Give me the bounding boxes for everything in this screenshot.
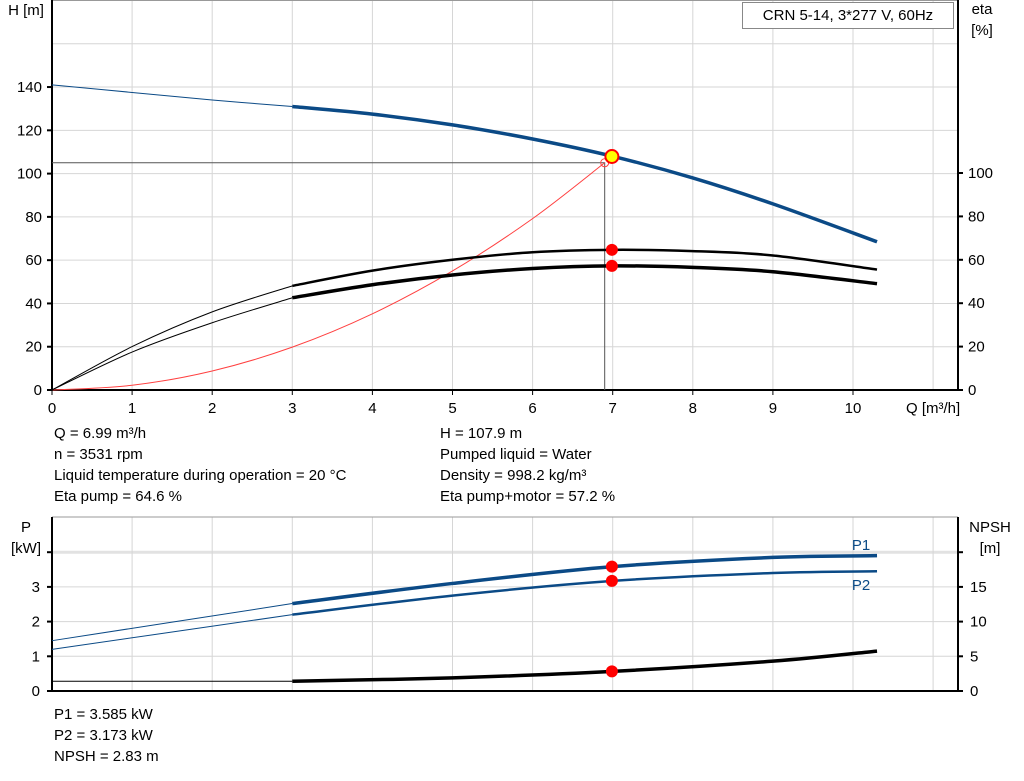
y-tick-label: 0 [34, 382, 42, 399]
p1-series-label: P1 [852, 537, 870, 554]
x-tick-label: 7 [609, 400, 617, 417]
y-tick-label: 120 [17, 122, 42, 139]
p-tick-label: 3 [32, 579, 40, 596]
npsh-tick-label: 10 [970, 614, 987, 631]
y2-tick-label: 80 [968, 208, 985, 225]
npsh-axis-unit: [m] [980, 540, 1001, 557]
system-curve-line [51, 162, 605, 391]
y2-axis-unit: [%] [971, 22, 993, 39]
top-grid: 0 20 40 60 80 100 120 140 0 20 40 60 80 100 0 1 2 3 4 5 6 7 8 9… [17, 0, 993, 417]
y2-axis-label: eta [972, 1, 994, 18]
npsh-tick-label: 5 [970, 648, 978, 665]
x-tick-label: 9 [769, 400, 777, 417]
p-tick-label: 1 [32, 648, 40, 665]
y-axis-label-h: H [m] [8, 2, 44, 19]
info-q: Q = 6.99 m³/h [54, 425, 147, 442]
eta-pump-curve-thin [51, 285, 293, 391]
head-curve-line [292, 104, 878, 244]
npsh-axis-label: NPSH [969, 519, 1011, 536]
p2-curve-thin [51, 614, 293, 650]
x-tick-label: 4 [368, 400, 376, 417]
p1-point [605, 560, 618, 573]
duty-guide-lines [52, 162, 606, 390]
npsh-tick-label: 0 [970, 683, 978, 700]
eta-pump-point [605, 243, 618, 256]
y-tick-label: 40 [25, 295, 42, 312]
y-tick-label: 80 [25, 209, 42, 226]
x-tick-label: 6 [528, 400, 536, 417]
info-density: Density = 998.2 kg/m³ [440, 467, 587, 484]
y2-tick-label: 20 [968, 339, 985, 356]
x-tick-label: 8 [689, 400, 697, 417]
bottom-grid: 0 1 2 3 0 5 10 15 P [kW] NPSH [m] [11, 516, 1011, 700]
y-tick-label: 60 [25, 252, 42, 269]
p2-point [605, 574, 618, 587]
x-tick-label: 10 [845, 400, 862, 417]
y-tick-label: 20 [25, 339, 42, 356]
info-npsh: NPSH = 2.83 m [54, 748, 159, 765]
info-temp: Liquid temperature during operation = 20… [54, 467, 347, 484]
y2-tick-label: 60 [968, 252, 985, 269]
p-tick-label: 0 [32, 683, 40, 700]
y2-tick-label: 0 [968, 382, 976, 399]
x-tick-label: 0 [48, 400, 56, 417]
legend-box: CRN 5-14, 3*277 V, 60Hz [742, 2, 954, 29]
y2-tick-label: 100 [968, 165, 993, 182]
x-tick-label: 1 [128, 400, 136, 417]
info-p1: P1 = 3.585 kW [54, 706, 153, 723]
y-tick-label: 100 [17, 166, 42, 183]
y2-tick-label: 40 [968, 295, 985, 312]
eta-total-point [605, 259, 618, 272]
p-axis-unit: [kW] [11, 540, 41, 557]
p1-curve-line [292, 553, 878, 606]
info-liquid: Pumped liquid = Water [440, 446, 592, 463]
eta-pump-curve-line [292, 248, 878, 288]
eta-total-curve-thin [51, 297, 293, 391]
info-eta-total: Eta pump+motor = 57.2 % [440, 488, 616, 505]
eta-total-curve-line [292, 264, 878, 300]
duty-point [604, 149, 620, 165]
x-axis-label: Q [m³/h] [906, 400, 960, 417]
info-eta-pump: Eta pump = 64.6 % [54, 488, 182, 505]
info-h: H = 107.9 m [440, 425, 523, 442]
p2-series-label: P2 [852, 577, 870, 594]
info-bottom: P1 = 3.585 kW P2 = 3.173 kW NPSH = 2.83 … [54, 704, 159, 767]
chart-marks: P1 P2 [51, 84, 878, 684]
x-tick-label: 3 [288, 400, 296, 417]
info-n: n = 3531 rpm [54, 446, 143, 463]
x-tick-label: 2 [208, 400, 216, 417]
p-axis-label: P [21, 519, 31, 536]
y-tick-label: 140 [17, 79, 42, 96]
info-p2: P2 = 3.173 kW [54, 727, 153, 744]
head-curve-thin [51, 84, 293, 108]
info-right: H = 107.9 m Pumped liquid = Water Densit… [440, 423, 615, 507]
npsh-curve-line [292, 649, 878, 684]
p-tick-label: 2 [32, 614, 40, 631]
npsh-point [605, 665, 618, 678]
npsh-tick-label: 15 [970, 579, 987, 596]
p1-curve-thin [51, 603, 293, 642]
info-left: Q = 6.99 m³/h n = 3531 rpm Liquid temper… [54, 423, 346, 507]
x-tick-label: 5 [448, 400, 456, 417]
